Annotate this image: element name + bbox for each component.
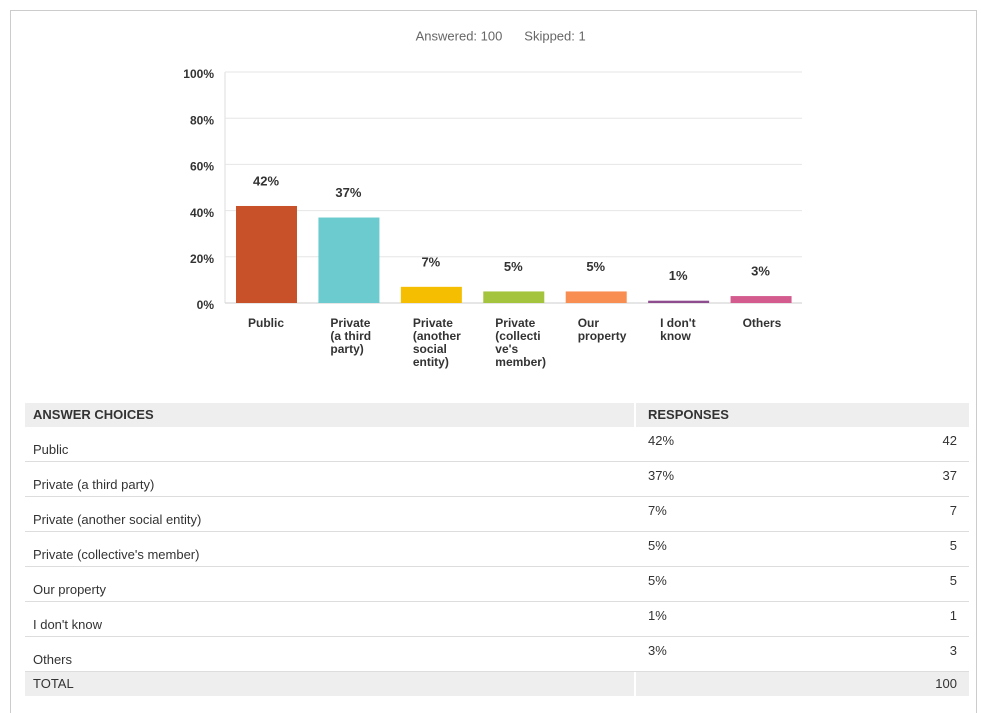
response-cell: 37% 37 <box>636 462 969 496</box>
answer-choice: Private (a third party) <box>33 477 155 492</box>
x-tick-label: (another <box>413 329 461 343</box>
x-tick-label: (collecti <box>495 329 540 343</box>
response-cell: 42% 42 <box>636 427 969 461</box>
value-label: 5% <box>504 259 523 274</box>
value-label: 1% <box>669 268 688 283</box>
x-tick-label: know <box>660 329 691 343</box>
x-tick-label: Private <box>495 316 535 330</box>
response-percent: 37% <box>648 468 675 483</box>
table-row: Others 3% 3 <box>25 637 969 672</box>
x-tick-label: Our <box>578 316 600 330</box>
answer-choice: Private (another social entity) <box>33 512 202 527</box>
value-label: 7% <box>421 254 440 269</box>
value-label: 37% <box>335 185 361 200</box>
table-row: Our property 5% 5 <box>25 567 969 602</box>
table-row: Private (a third party) 37% 37 <box>25 462 969 497</box>
y-tick-label: 20% <box>190 252 214 266</box>
bar <box>648 300 710 303</box>
response-table: ANSWER CHOICES RESPONSES Public 42% 42 Privat… <box>25 403 969 696</box>
response-percent: 7% <box>648 503 667 518</box>
response-percent: 42% <box>648 433 675 448</box>
response-cell: 3% 3 <box>636 637 969 671</box>
y-tick-label: 40% <box>190 206 214 220</box>
table-header: ANSWER CHOICES RESPONSES <box>25 403 969 427</box>
response-count: 5 <box>949 538 957 553</box>
x-tick-label: party) <box>330 342 363 356</box>
response-count: 7 <box>949 503 957 518</box>
bar <box>318 217 380 303</box>
x-tick-label: entity) <box>413 355 449 369</box>
y-tick-label: 60% <box>190 160 214 174</box>
response-cell: 1% 1 <box>636 602 969 636</box>
chart: Answered: 100 Skipped: 1 0% 20% 40% 60% 80% 100… <box>183 28 802 369</box>
answer-choice: Others <box>33 652 73 667</box>
x-tick-label: Private <box>330 316 370 330</box>
x-tick-label: Public <box>248 316 284 330</box>
value-label: 3% <box>751 264 770 279</box>
y-tick-label: 80% <box>190 113 214 127</box>
summary-text: Answered: 100 <box>416 28 503 43</box>
frame <box>10 10 977 713</box>
header-cell: RESPONSES <box>636 403 969 427</box>
response-percent: 5% <box>648 573 667 588</box>
x-tick-label: (a third <box>330 329 371 343</box>
response-percent: 5% <box>648 538 667 553</box>
response-count: 37 <box>942 468 957 483</box>
x-tick-label: member) <box>495 355 546 369</box>
bar <box>236 205 297 303</box>
table-row: Public 42% 42 <box>25 427 969 462</box>
summary-text: Skipped: 1 <box>524 28 585 43</box>
x-tick-label: I don't <box>660 316 696 330</box>
total-cell: 100 <box>636 672 969 696</box>
y-tick-label: 0% <box>197 298 215 312</box>
table-row: I don't know 1% 1 <box>25 602 969 637</box>
answer-choice: Private (collective's member) <box>33 547 200 562</box>
y-tick-label: 100% <box>183 67 214 81</box>
answer-choice: I don't know <box>33 617 102 632</box>
response-count: 5 <box>949 573 957 588</box>
total-count: 100 <box>935 676 957 691</box>
x-tick-label: ve's <box>495 342 518 356</box>
table-row: Private (collective's member) 5% 5 <box>25 532 969 567</box>
value-label: 42% <box>253 173 279 188</box>
table-row: Private (another social entity) 7% 7 <box>25 497 969 532</box>
header-cell: ANSWER CHOICES <box>25 403 634 427</box>
response-count: 42 <box>942 433 957 448</box>
response-count: 1 <box>949 608 957 623</box>
bar <box>400 286 462 303</box>
x-tick-label: property <box>578 329 627 343</box>
response-cell: 5% 5 <box>636 532 969 566</box>
x-tick-label: Private <box>413 316 453 330</box>
total-label: TOTAL <box>25 672 634 696</box>
bar <box>730 296 792 303</box>
response-cell: 5% 5 <box>636 567 969 601</box>
bar <box>565 291 627 303</box>
response-cell: 7% 7 <box>636 497 969 531</box>
answer-choice: Public <box>33 442 69 457</box>
table-total: TOTAL 100 <box>25 672 969 696</box>
bar <box>483 291 545 303</box>
x-tick-label: social <box>413 342 447 356</box>
x-tick-label: Others <box>743 316 782 330</box>
response-percent: 1% <box>648 608 667 623</box>
response-count: 3 <box>949 643 957 658</box>
answer-choice: Our property <box>33 582 106 597</box>
value-label: 5% <box>586 259 605 274</box>
response-percent: 3% <box>648 643 667 658</box>
